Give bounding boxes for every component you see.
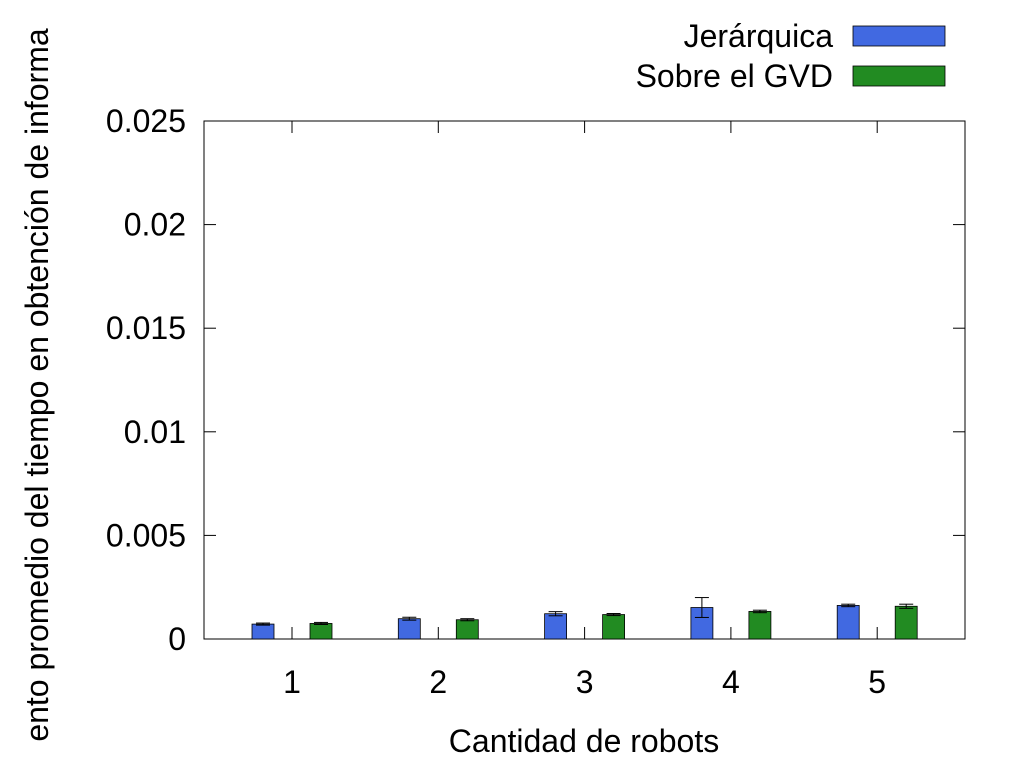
plot-area-frame — [203, 120, 966, 640]
x-axis-title: Cantidad de robots — [449, 723, 719, 759]
y-tick-label: 0.025 — [106, 103, 186, 139]
bar — [455, 619, 479, 640]
y-axis: 0 0.005 0.01 0.015 0.02 0.025 — [106, 103, 965, 657]
bar — [748, 611, 772, 640]
bar — [544, 613, 567, 640]
x-tick-label: 2 — [429, 664, 447, 700]
legend-swatch — [852, 65, 946, 87]
bar-series-group — [251, 597, 918, 640]
bar — [397, 618, 421, 640]
x-tick-label: 5 — [868, 664, 886, 700]
x-tick-label: 1 — [283, 664, 301, 700]
bar — [309, 623, 333, 640]
bar — [602, 614, 625, 640]
y-tick-label: 0.015 — [106, 310, 186, 346]
y-tick-label: 0 — [168, 621, 186, 657]
y-tick-label: 0.005 — [106, 517, 186, 553]
y-tick-label: 0.02 — [124, 207, 186, 243]
legend-label: Sobre el GVD — [636, 58, 833, 94]
legend-swatch — [852, 25, 946, 47]
bar — [836, 605, 860, 640]
y-axis-title: ento promedio del tiempo en obtención de… — [19, 28, 55, 742]
bar — [894, 605, 918, 640]
x-tick-label: 3 — [576, 664, 594, 700]
x-tick-label: 4 — [722, 664, 740, 700]
legend-label: Jerárquica — [684, 18, 834, 54]
bar — [251, 623, 275, 640]
y-tick-label: 0.01 — [124, 414, 186, 450]
x-axis: 1 2 3 4 5 — [283, 121, 886, 700]
legend: Jerárquica Sobre el GVD — [636, 18, 946, 94]
